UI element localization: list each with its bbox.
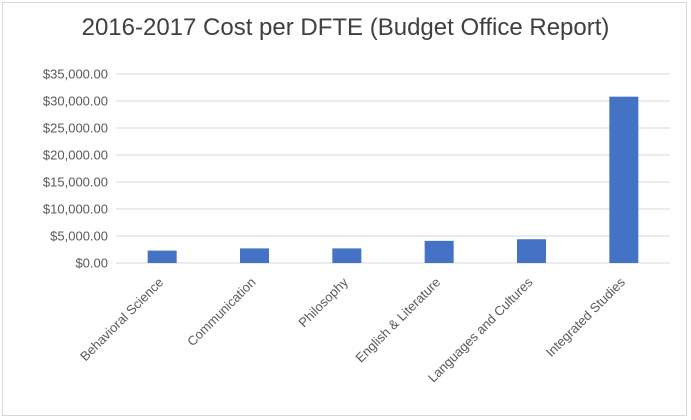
bar [240,248,269,263]
x-category-label: Integrated Studies [543,274,629,360]
y-tick-label: $15,000.00 [43,175,108,190]
y-tick-label: $35,000.00 [43,67,108,82]
y-tick-label: $0.00 [75,256,108,271]
y-tick-label: $25,000.00 [43,121,108,136]
bar [609,96,639,264]
y-tick-label: $5,000.00 [50,229,108,244]
chart-title: 2016-2017 Cost per DFTE (Budget Office R… [81,14,610,41]
x-category-label: Behavioral Science [77,275,166,364]
bar [332,248,362,263]
y-tick-label: $30,000.00 [43,94,108,109]
bar [147,250,177,263]
bar [517,239,546,263]
x-category-label: Languages and Cultures [425,274,536,385]
x-category-label: Communication [184,275,258,349]
x-category-label: English & Literature [352,275,443,366]
bar [424,240,454,263]
y-tick-label: $10,000.00 [43,202,108,217]
y-tick-label: $20,000.00 [43,148,108,163]
x-category-label: Philosophy [295,274,351,330]
